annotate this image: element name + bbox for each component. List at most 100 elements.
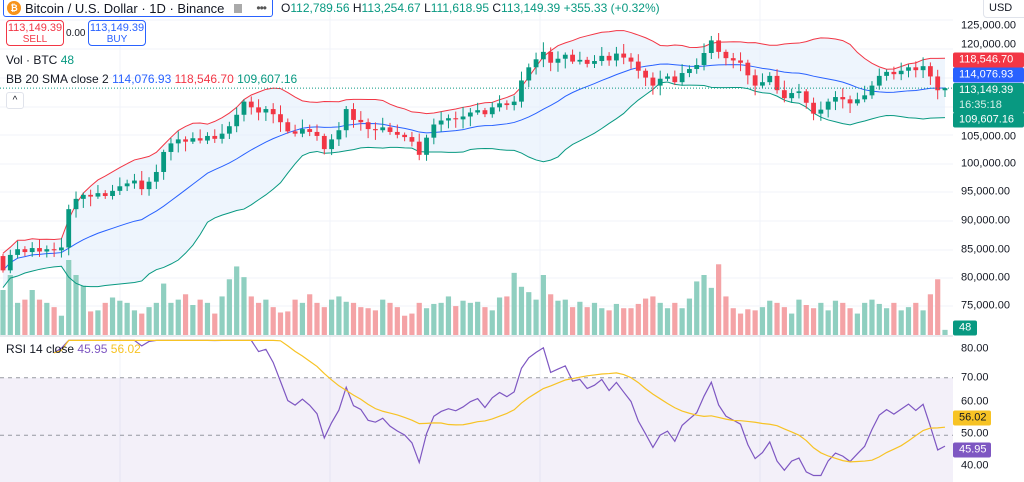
candle-body [577,59,583,62]
candle-body [694,65,700,70]
volume-bar [869,299,875,335]
low-label: L [424,1,431,15]
volume-bar [767,300,773,335]
candle-body [183,139,188,142]
price-axis[interactable]: 125,000.00 120,000.00 105,000.00 100,000… [953,0,1024,482]
candle-body [540,51,546,60]
volume-bar [336,296,342,335]
volume-bar [29,290,35,335]
price-tick: 100,000.00 [961,157,1017,170]
candle-body [314,131,320,136]
volume-bar [380,299,386,335]
currency-selector[interactable]: USD ⌄ [983,0,1024,18]
candle-body [22,249,28,253]
header-row: ₿ Bitcoin / U.S. Dollar · 1D · Binance •… [3,0,660,17]
volume-bar [73,275,79,335]
more-options-icon[interactable]: ••• [256,1,267,15]
volume-bar [36,299,43,335]
volume-bar [526,292,532,335]
candle-body [15,249,21,255]
volume-name: Vol · BTC [6,53,58,67]
candle-body [592,61,597,64]
candle-body [679,73,685,83]
rsi-tick: 70.00 [961,371,989,384]
volume-bar [891,302,897,335]
candle-body [935,76,941,91]
candle-body [613,53,619,61]
volume-bar [628,308,634,335]
volume-bar [409,313,415,335]
volume-bar [789,313,795,335]
candle-body [876,75,882,86]
volume-bar [285,311,291,335]
price-tick: 75,000.00 [961,299,1010,312]
candle-body [146,181,152,190]
volume-legend[interactable]: Vol · BTC 48 [6,53,74,67]
chart-canvas[interactable] [0,0,953,482]
volume-bar [402,315,408,335]
volume-bar [423,308,430,335]
candle-body [738,60,743,63]
volume-bar [190,305,196,335]
volume-bar [935,279,941,335]
bb-name: BB 20 SMA close 2 [6,72,109,86]
candle-body [811,102,816,114]
volume-bar [117,300,123,335]
candle-body [66,209,72,248]
volume-bar [387,302,393,335]
price-tick: 95,000.00 [961,185,1010,198]
sell-button[interactable]: 113,149.39 SELL [6,20,64,46]
volume-bar [131,310,138,335]
rsi-label: 45.95 [953,442,991,458]
volume-bar [416,302,422,335]
candle-body [7,254,13,271]
bb-legend[interactable]: BB 20 SMA close 2 114,076.93 118,546.70 … [6,72,297,86]
bar-countdown: 16:35:18 [959,98,1002,111]
volume-bar [708,287,714,335]
candle-body [599,55,605,62]
rsi-tick: 40.00 [961,459,989,472]
open-label: O [281,1,291,15]
candle-body [716,40,722,52]
candle-body [833,97,838,102]
volume-bar [350,302,357,335]
flag-icon[interactable] [234,3,243,13]
candle-body [197,138,203,141]
candle-body [467,112,473,117]
volume-bar [438,302,444,335]
rsi-ma-label: 56.02 [953,410,991,426]
volume-bar [314,302,320,335]
volume-bar [555,300,561,335]
candle-body [665,76,670,79]
volume-bar [518,286,525,335]
volume-bar [460,300,466,335]
buy-button[interactable]: 113,149.39 BUY [88,20,146,46]
candle-body [460,116,466,120]
collapse-legend-button[interactable]: ^ [6,92,24,109]
candle-body [482,110,488,115]
candle-body [767,75,773,83]
low-value: 111,618.95 [430,1,490,15]
volume-bar [212,313,218,335]
volume-bar [701,275,707,335]
candle-body [774,75,780,91]
candle-body [628,57,634,62]
symbol-title-box[interactable]: ₿ Bitcoin / U.S. Dollar · 1D · Binance •… [3,0,274,17]
volume-bar [102,302,108,335]
candle-body [226,126,232,134]
rsi-legend[interactable]: RSI 14 close 45.95 56.02 [6,342,141,356]
candle-body [446,118,451,121]
candle-body [504,103,510,106]
candle-body [760,82,765,86]
candle-body [884,71,889,76]
candle-body [175,139,181,144]
volume-bar [854,313,860,335]
volume-bar [263,299,269,335]
candle-body [920,66,926,71]
ohlc-values: O112,789.56 H113,254.67 L111,618.95 C113… [281,0,660,15]
candle-body [380,127,386,131]
candle-body [285,122,291,132]
candle-body [110,190,115,197]
volume-bar [920,310,926,335]
volume-bar [467,302,473,335]
